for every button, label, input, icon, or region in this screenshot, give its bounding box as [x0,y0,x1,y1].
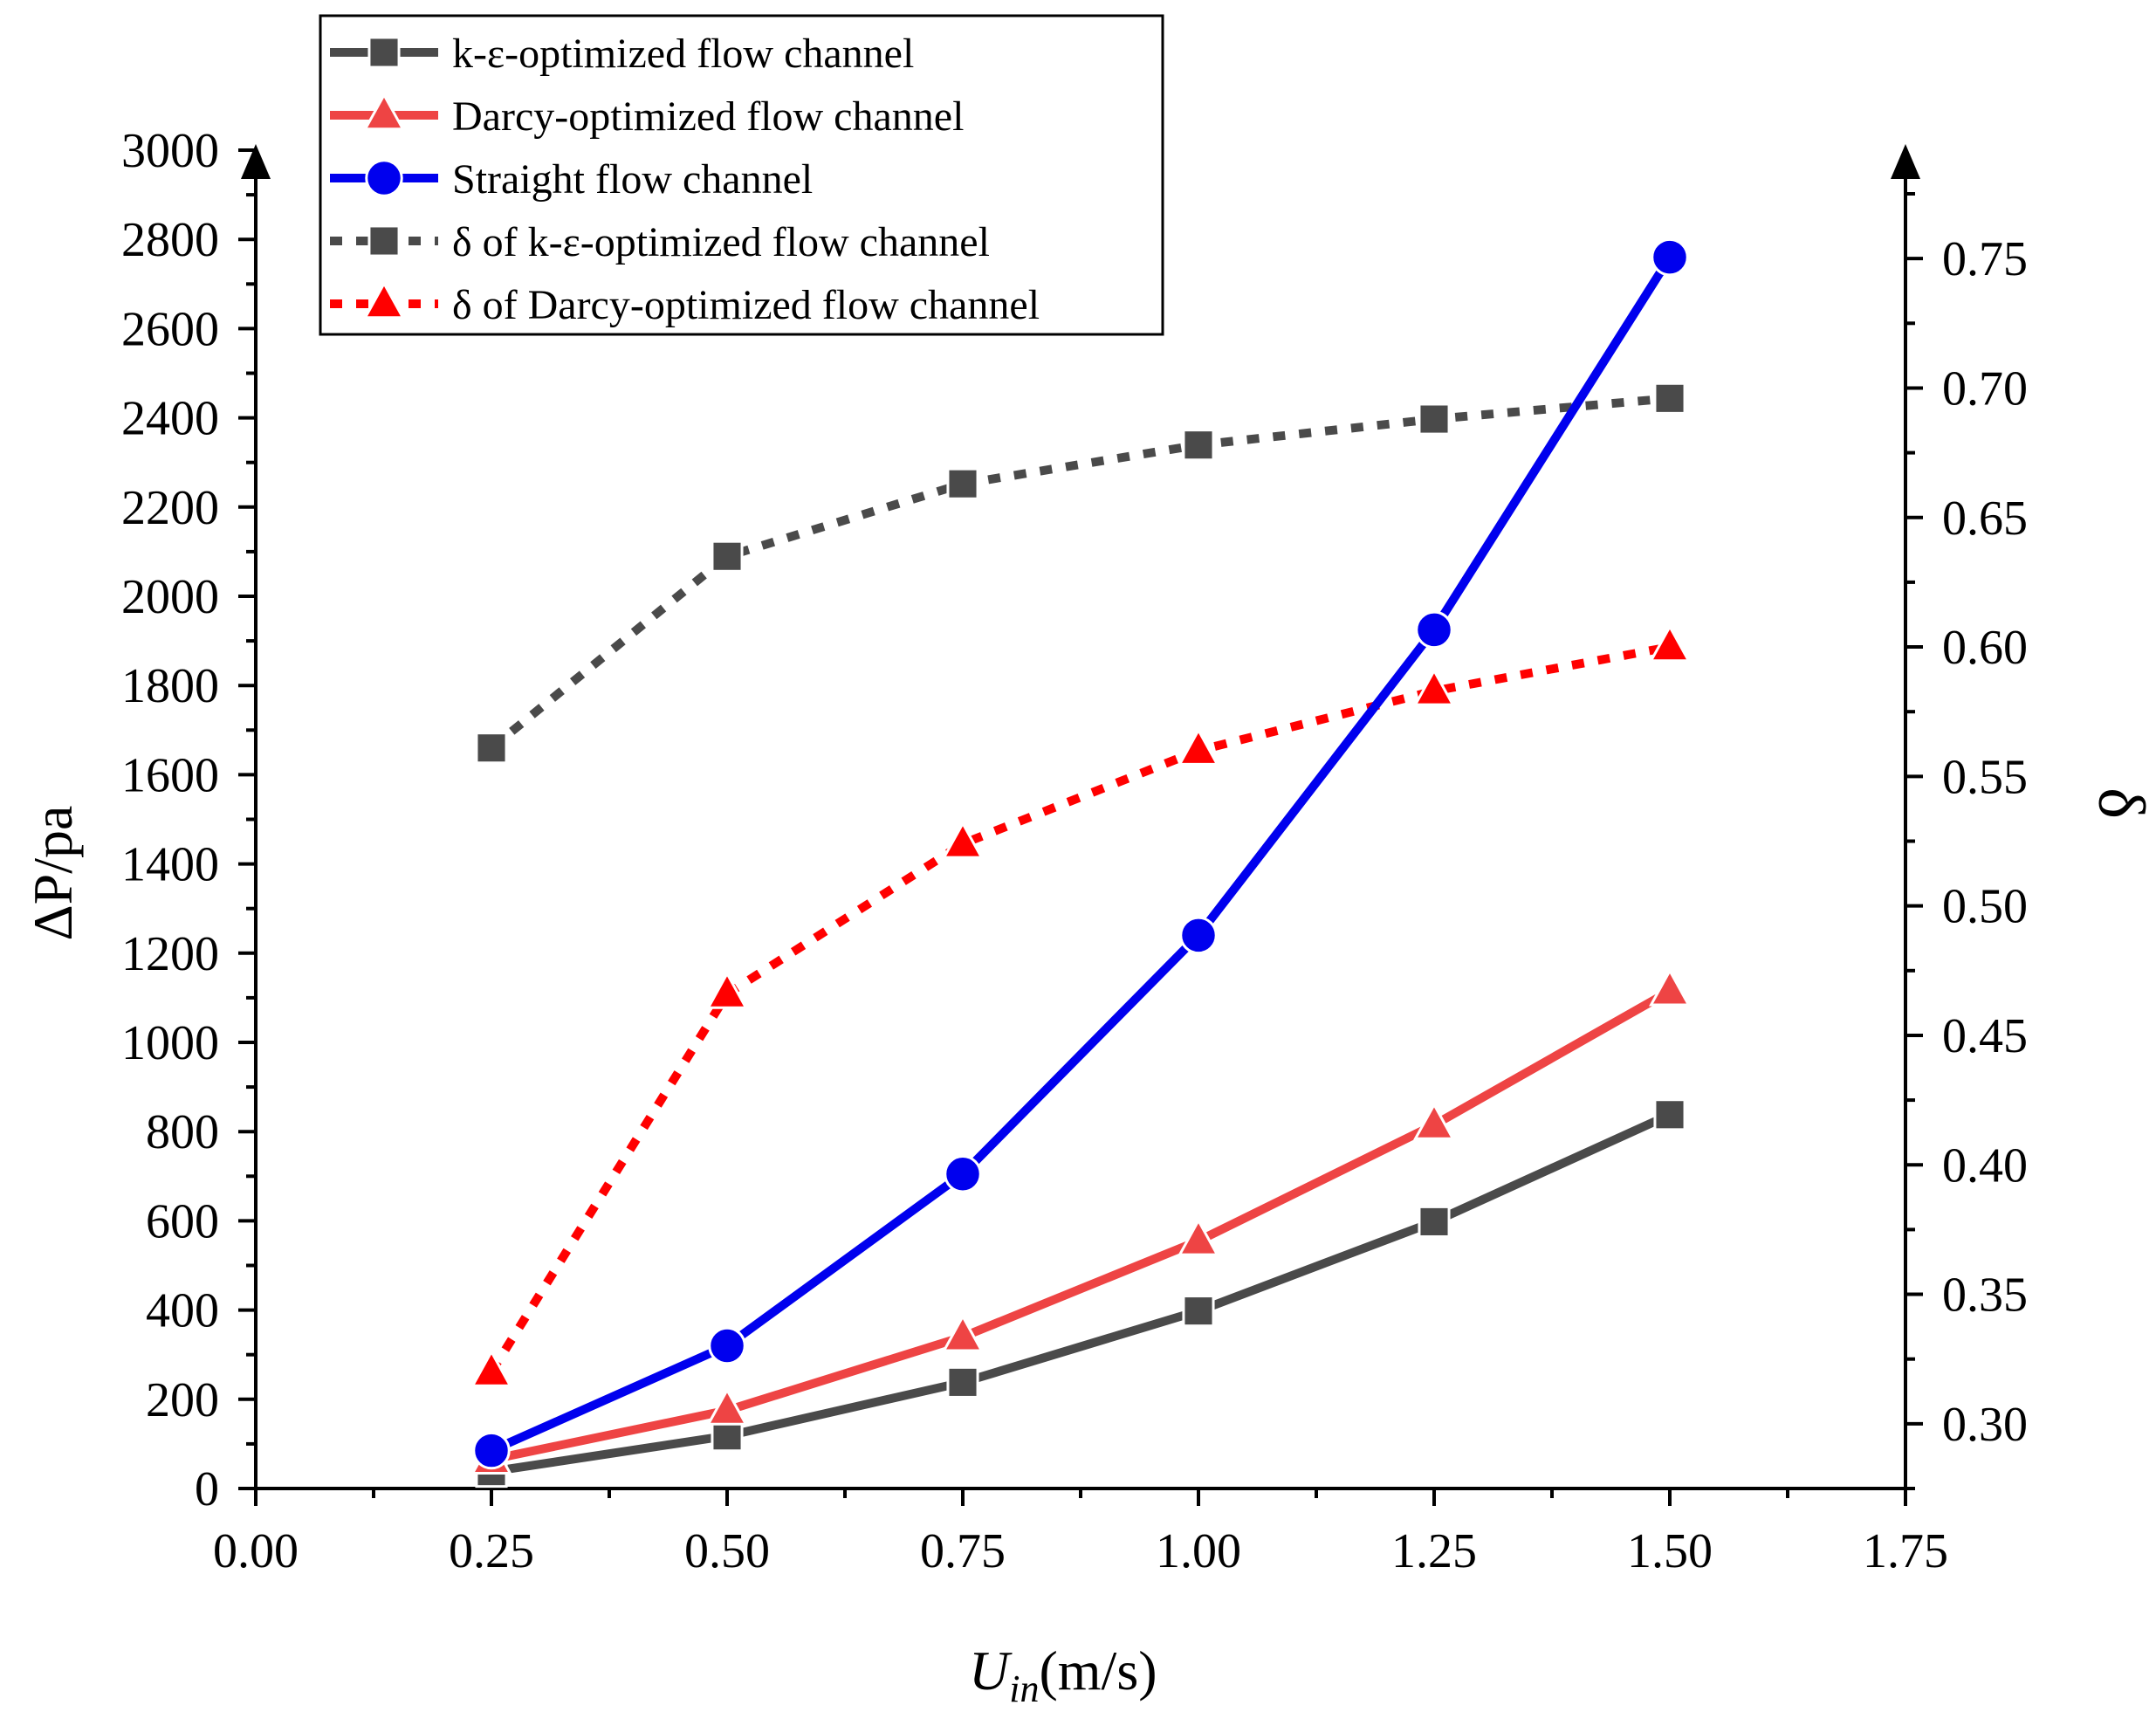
x-axis-title-unit: (m/s) [1039,1640,1157,1702]
legend-label: Darcy-optimized flow channel [452,93,964,140]
y-left-tick-label: 0 [195,1462,219,1516]
x-tick-label: 1.75 [1863,1524,1948,1578]
data-point [1649,623,1691,663]
data-point [1418,1205,1451,1238]
legend-marker [363,280,405,320]
data-point [1182,429,1215,462]
legend-item: Straight flow channel [330,156,813,203]
data-point [1413,1102,1455,1140]
legend-marker [367,224,401,258]
data-point [475,732,508,765]
x-tick-label: 0.25 [449,1524,534,1578]
series-line [490,987,1672,1464]
data-point [706,971,748,1009]
y-left-tick-label: 200 [146,1373,219,1427]
x-tick-label: 1.50 [1627,1524,1713,1578]
data-point [1649,967,1691,1007]
data-point [1653,1098,1686,1131]
y-left-tick-label: 1400 [121,838,219,892]
data-point [470,1349,512,1387]
y-left-tick-label: 1000 [121,1016,219,1070]
legend-item: δ of k-ε-optimized flow channel [330,219,990,265]
y-right-tick-label: 0.60 [1942,621,2028,675]
x-axis-title-sub: in [1009,1667,1039,1710]
legend-label: δ of k-ε-optimized flow channel [452,219,990,265]
y-left-tick-label: 1600 [121,748,219,802]
data-point [944,1155,982,1193]
data-point [1415,610,1453,650]
y-left-tick-label: 800 [146,1105,219,1159]
data-point [942,1313,984,1352]
y-right-tick-label: 0.30 [1942,1398,2028,1452]
legend-label: Straight flow channel [452,156,813,203]
y-left-tick-label: 1800 [121,659,219,713]
legend-marker [363,92,405,131]
y-left-tick-label: 3000 [121,124,219,178]
x-tick-label: 1.25 [1391,1524,1477,1578]
y-left-tick-label: 600 [146,1194,219,1248]
x-axis-title-main: U [969,1640,1013,1702]
legend: k-ε-optimized flow channel Darcy-optimize… [319,14,1164,336]
y-right-tick-label: 0.45 [1942,1009,2028,1063]
y-right-tick-label: 0.55 [1942,750,2028,804]
series-2 [470,967,1691,1475]
legend-label: k-ε-optimized flow channel [452,31,914,77]
data-point [706,1387,748,1426]
x-axis-title: Uin(m/s) [969,1640,1157,1710]
legend-item: k-ε-optimized flow channel [330,31,914,77]
y-right-axis-arrow [1891,144,1920,179]
y-left-tick-label: 400 [146,1284,219,1338]
data-point [472,1431,511,1470]
series-line [489,254,1674,1455]
series-line [491,1110,1672,1476]
data-point [1179,916,1218,955]
legend-box [319,14,1164,336]
data-point [946,467,979,500]
series-line [488,394,1671,752]
y-left-axis-title: ΔP/pa [22,806,84,941]
y-left-tick-label: 2000 [121,570,219,624]
x-tick-label: 1.00 [1156,1524,1241,1578]
data-point [1653,382,1686,415]
data-point [946,1365,979,1399]
data-point [1178,727,1219,766]
legend-marker [367,36,401,69]
data-point [942,821,984,859]
data-point [1651,237,1689,277]
y-right-tick-label: 0.70 [1942,361,2028,416]
x-tick-label: 0.00 [213,1524,299,1578]
y-right-axis-title: δ [2084,787,2156,819]
series-3 [472,237,1689,1470]
data-point [1182,1295,1215,1328]
series-line [487,643,1671,1375]
y-right-tick-label: 0.50 [1942,880,2028,934]
x-tick-label: 0.50 [684,1524,770,1578]
data-point [1178,1218,1219,1256]
legend-item: Darcy-optimized flow channel [330,92,964,140]
legend-label: δ of Darcy-optimized flow channel [452,282,1040,328]
data-point [708,1326,746,1365]
x-tick-label: 0.75 [920,1524,1006,1578]
series-5 [470,623,1691,1387]
y-right-tick-label: 0.75 [1942,232,2028,286]
data-point [1413,668,1455,706]
axes: 0.00 0.25 0.50 0.75 1.00 1.25 1.50 1.75 0 200 400 6… [121,124,2028,1578]
y-right-tick-label: 0.65 [1942,492,2028,546]
data-point [711,540,744,573]
y-right-tick-label: 0.40 [1942,1138,2028,1193]
y-left-tick-label: 2800 [121,213,219,267]
y-left-axis-arrow [241,144,271,179]
y-left-tick-label: 2200 [121,481,219,535]
y-right-tick-label: 0.35 [1942,1269,2028,1323]
y-left-tick-label: 2600 [121,302,219,356]
y-left-tick-label: 2400 [121,392,219,446]
legend-marker [365,159,403,197]
data-point [1418,402,1451,436]
series-4 [475,382,1686,765]
y-left-tick-label: 1200 [121,927,219,981]
series-layer [470,237,1691,1489]
legend-item: δ of Darcy-optimized flow channel [330,280,1040,328]
